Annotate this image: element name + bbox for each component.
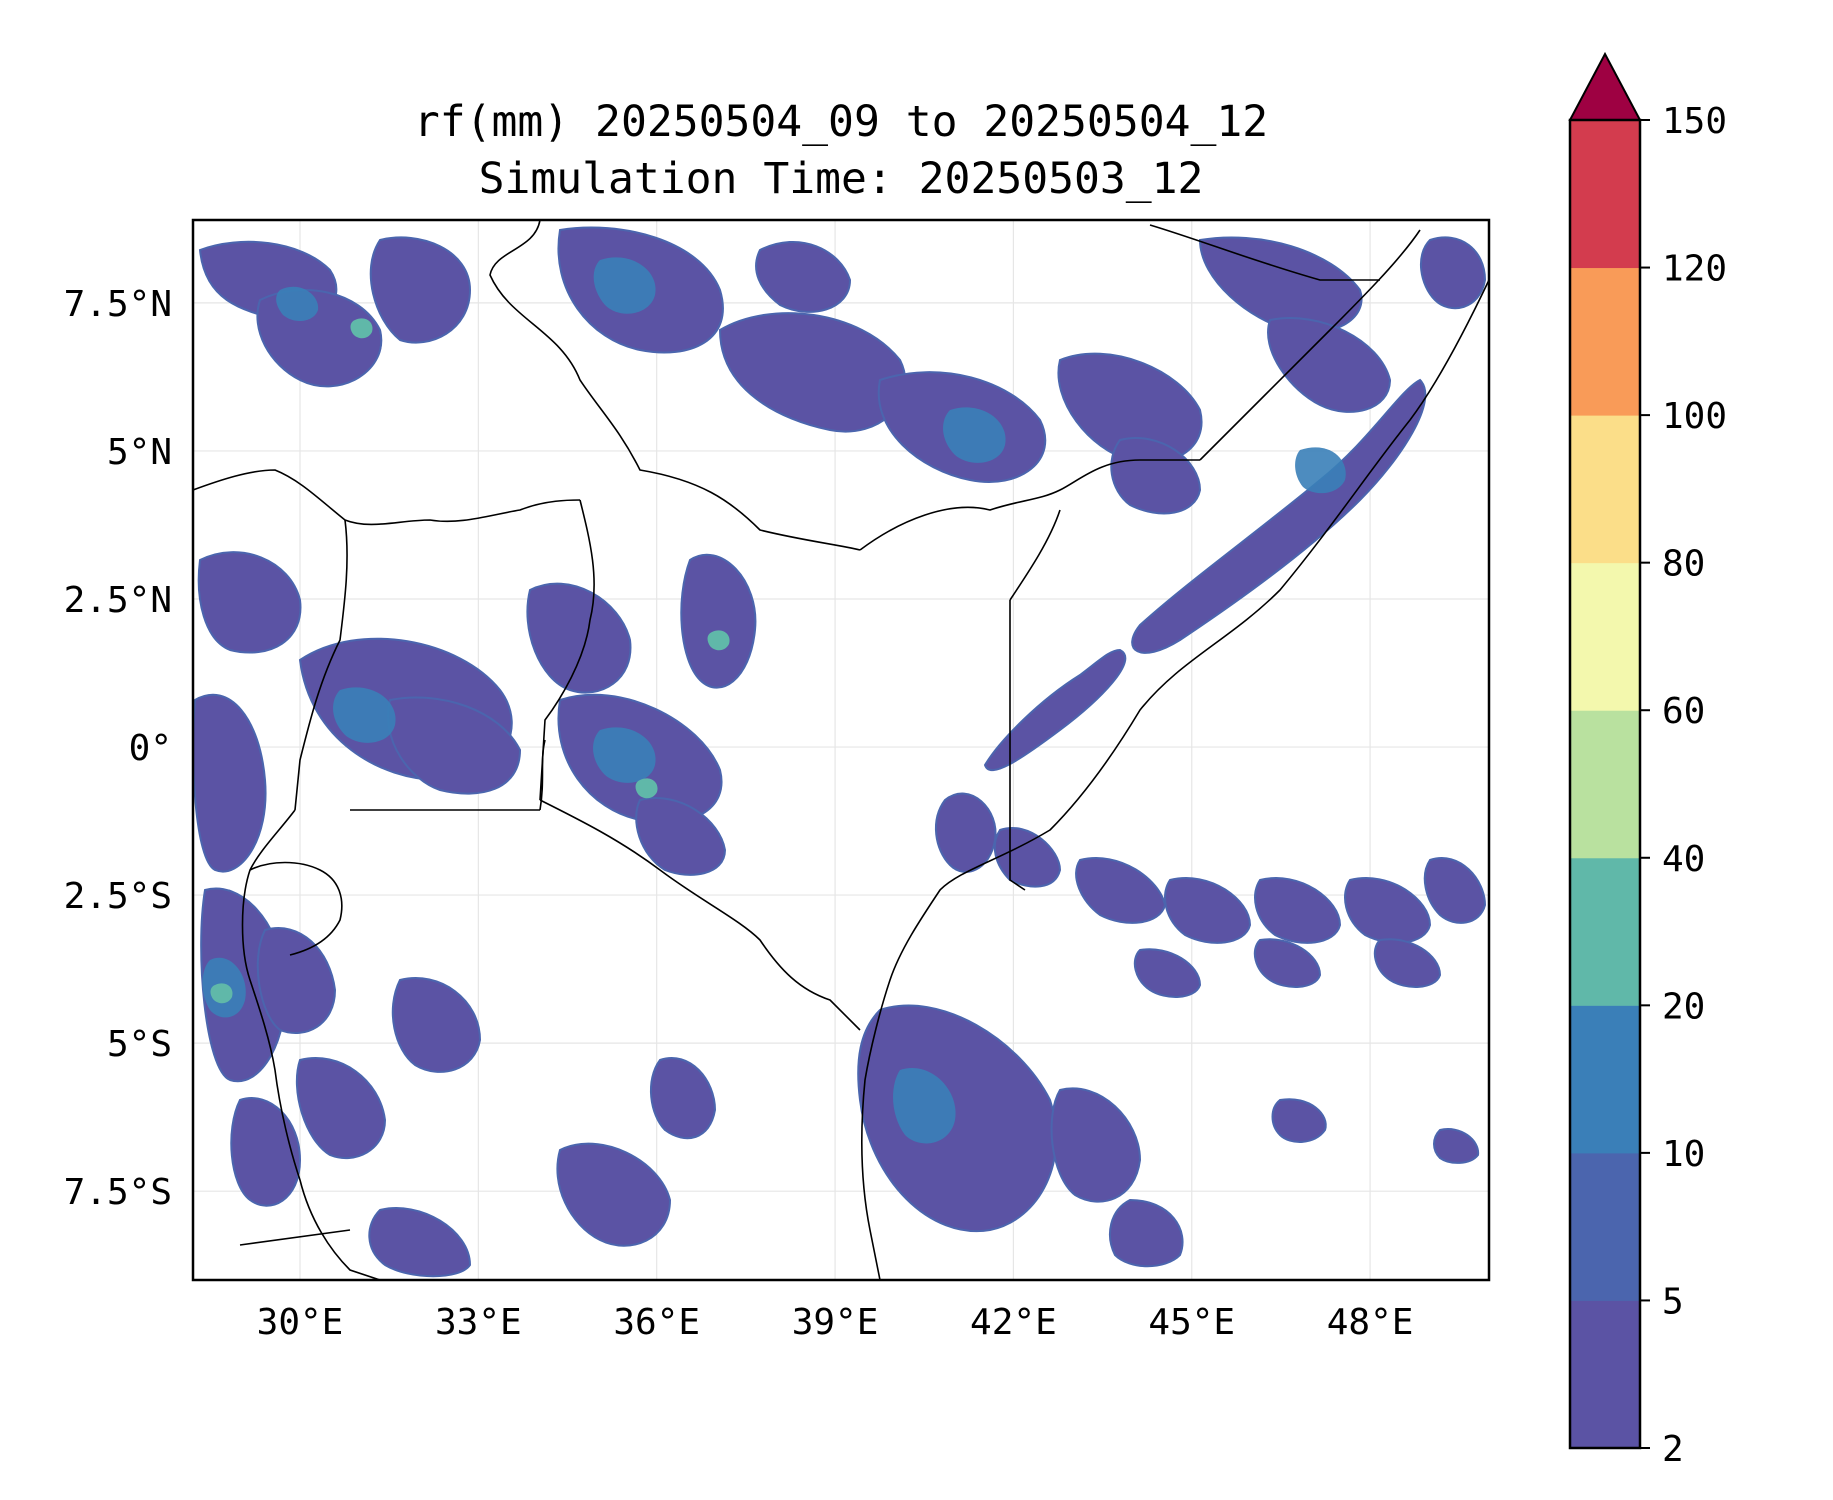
colorbar-segment-4 <box>1570 710 1640 859</box>
lat-tick-label-3: 0° <box>129 728 172 769</box>
lon-tick-label-5: 45°E <box>1148 1302 1235 1343</box>
lon-tick-label-1: 33°E <box>435 1302 522 1343</box>
colorbar-tick-label-7: 100 <box>1662 396 1727 437</box>
colorbar-tick-label-6: 80 <box>1662 544 1705 585</box>
lat-tick-label-0: 7.5°N <box>64 284 172 325</box>
colorbar-tick-label-0: 2 <box>1662 1429 1684 1470</box>
colorbar-segment-7 <box>1570 267 1640 416</box>
lon-tick-label-4: 42°E <box>970 1302 1057 1343</box>
title-line-2: Simulation Time: 20250503_12 <box>479 154 1204 204</box>
colorbar-tick-label-9: 150 <box>1662 101 1727 142</box>
colorbar-tick-label-1: 5 <box>1662 1281 1684 1322</box>
lat-tick-label-4: 2.5°S <box>64 876 172 917</box>
map-frame <box>191 218 1491 1282</box>
lat-tick-label-1: 5°N <box>107 432 172 473</box>
colorbar-segment-0 <box>1570 1300 1640 1449</box>
lon-tick-label-0: 30°E <box>257 1302 344 1343</box>
colorbar-tick-label-4: 40 <box>1662 839 1705 880</box>
colorbar-extend-arrow <box>1568 51 1642 121</box>
latitude-tick-labels: 7.5°N 5°N 2.5°N 0° 2.5°S 5°S 7.5°S <box>64 284 172 1213</box>
colorbar-segment-3 <box>1570 857 1640 1006</box>
colorbar-segment-1 <box>1570 1152 1640 1301</box>
colorbar-segment-2 <box>1570 1005 1640 1154</box>
lon-tick-label-6: 48°E <box>1327 1302 1414 1343</box>
colorbar-segment-8 <box>1570 120 1640 269</box>
lat-tick-label-2: 2.5°N <box>64 580 172 621</box>
colorbar-outline <box>1568 118 1642 1450</box>
lon-tick-label-2: 36°E <box>613 1302 700 1343</box>
map-panel <box>193 220 1489 1280</box>
colorbar-tick-label-3: 20 <box>1662 986 1705 1027</box>
lon-tick-label-3: 39°E <box>792 1302 879 1343</box>
longitude-tick-labels: 30°E 33°E 36°E 39°E 42°E 45°E 48°E <box>257 1302 1414 1343</box>
colorbar-segment-5 <box>1570 562 1640 711</box>
rainfall-field-heavy <box>210 318 730 1004</box>
colorbar-tick-label-8: 120 <box>1662 249 1727 290</box>
title-line-1: rf(mm) 20250504_09 to 20250504_12 <box>414 97 1268 147</box>
country-borders <box>193 220 1489 1280</box>
lat-tick-label-6: 7.5°S <box>64 1172 172 1213</box>
colorbar-segment-6 <box>1570 415 1640 564</box>
colorbar-tick-label-5: 60 <box>1662 691 1705 732</box>
rainfall-field <box>193 226 1487 1278</box>
lat-tick-label-5: 5°S <box>107 1024 172 1065</box>
colorbar-tick-label-2: 10 <box>1662 1134 1705 1175</box>
colorbar: 2 5 10 20 40 60 80 100 120 150 <box>1568 51 1727 1470</box>
